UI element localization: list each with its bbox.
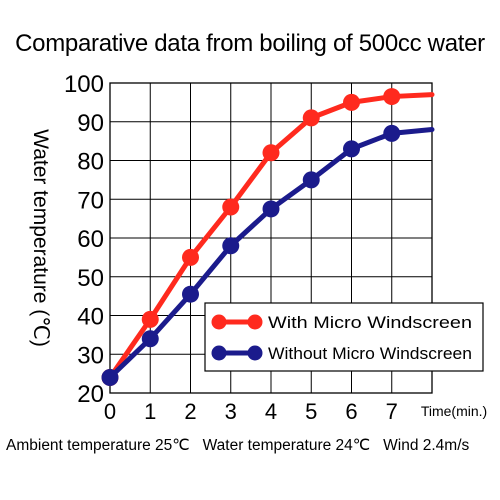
data-point xyxy=(343,140,360,158)
data-point xyxy=(182,248,199,266)
data-point xyxy=(262,144,280,162)
data-point xyxy=(182,285,199,303)
data-point xyxy=(101,369,119,386)
data-point xyxy=(141,330,159,348)
legend-box xyxy=(204,302,484,372)
y-tick-label: 30 xyxy=(77,342,104,369)
y-tick-label: 50 xyxy=(77,265,104,292)
y-tick-label: 60 xyxy=(77,226,104,253)
x-axis-label: Time(min.) xyxy=(421,403,487,419)
y-tick-label: 100 xyxy=(64,71,104,98)
data-point xyxy=(222,198,240,216)
data-point xyxy=(302,171,320,189)
y-tick-label: 40 xyxy=(77,304,104,331)
chart-title: Comparative data from boiling of 500cc w… xyxy=(15,30,485,57)
x-tick-label: 6 xyxy=(345,399,357,424)
legend-swatch-marker xyxy=(211,345,227,361)
footnote: Ambient temperature 25℃ Water temperatur… xyxy=(6,437,470,454)
legend-label: With Micro Windscreen xyxy=(268,313,472,332)
x-tick-label: 4 xyxy=(265,399,277,424)
x-tick-label: 5 xyxy=(305,399,317,424)
x-tick-label: 2 xyxy=(184,399,196,424)
data-point xyxy=(222,237,240,255)
y-tick-label: 90 xyxy=(77,110,104,137)
data-point xyxy=(383,124,401,142)
data-point xyxy=(262,200,280,218)
data-point xyxy=(383,88,401,106)
x-tick-label: 1 xyxy=(144,399,156,424)
y-axis-label: Water temperature (℃) xyxy=(29,129,52,347)
y-tick-label: 80 xyxy=(77,149,104,176)
x-tick-label: 7 xyxy=(386,399,398,424)
y-tick-label: 70 xyxy=(77,187,104,214)
x-tick-label: 3 xyxy=(225,399,237,424)
y-tick-label: 20 xyxy=(77,381,104,408)
x-tick-label: 0 xyxy=(104,399,116,424)
legend-swatch-marker xyxy=(247,314,263,330)
data-point xyxy=(302,109,320,127)
data-point xyxy=(141,310,159,328)
data-point xyxy=(343,93,360,111)
legend-label: Without Micro Windscreen xyxy=(268,344,472,363)
legend-swatch-marker xyxy=(247,345,263,361)
legend-swatch-marker xyxy=(211,314,227,330)
